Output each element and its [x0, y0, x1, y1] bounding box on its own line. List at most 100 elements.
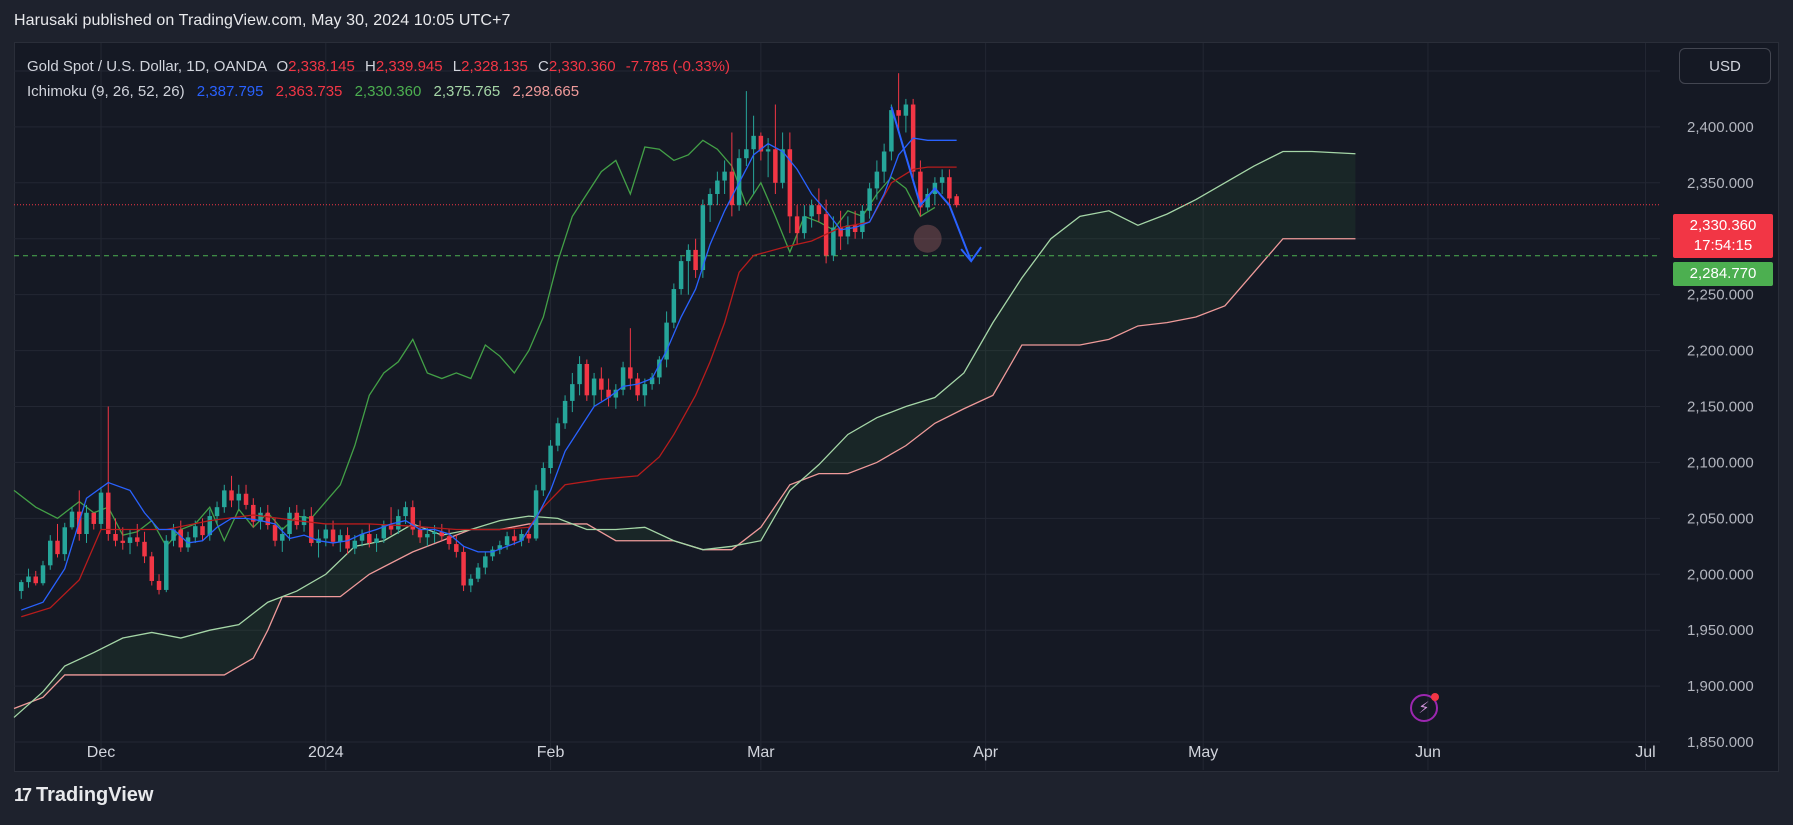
candle-up [40, 565, 46, 584]
publisher-line: Harusaki published on TradingView.com, M… [14, 12, 511, 29]
candle-up [258, 512, 263, 522]
candle-up [591, 378, 597, 396]
candle-up [874, 171, 880, 189]
x-axis-tick-label: 2024 [308, 744, 344, 761]
candle-up [715, 180, 720, 194]
candle-down [526, 534, 532, 539]
candle-up [548, 445, 553, 469]
legend-indicator[interactable]: Ichimoku (9, 26, 52, 26) [27, 83, 185, 100]
tradingview-brand-text: TradingView [36, 784, 154, 806]
candle-down [272, 525, 278, 541]
x-axis-tick-label: Dec [87, 744, 115, 761]
candle-up [69, 511, 75, 528]
currency-button[interactable]: USD [1679, 48, 1771, 84]
y-axis-tick-label: 2,350.000 [1687, 175, 1754, 192]
candle-up [533, 490, 539, 539]
candle-down [439, 531, 445, 537]
candle-down [367, 534, 372, 543]
candle-up [613, 389, 619, 398]
legend-open-value: 2,338.145 [288, 58, 355, 75]
legend-indicator-row: Ichimoku (9, 26, 52, 26) 2,387.795 2,363… [27, 79, 730, 104]
candle-up [352, 540, 358, 549]
candle-up [127, 537, 133, 543]
candle-up [700, 205, 706, 271]
chart-legend: Gold Spot / U.S. Dollar, 1D, OANDA O2,33… [27, 54, 730, 104]
candle-up [867, 188, 872, 211]
x-axis-tick-label: Jul [1635, 744, 1655, 761]
candle-up [925, 193, 930, 208]
candle-down [91, 512, 97, 524]
candle-up [620, 367, 626, 390]
candle-down [599, 378, 604, 390]
candle-up [751, 135, 756, 150]
candle-up [562, 400, 568, 424]
ichimoku-tenkan-line [21, 137, 957, 611]
candle-down [838, 227, 843, 237]
y-axis-tick-label: 2,200.000 [1687, 343, 1754, 360]
candle-down [309, 516, 314, 543]
candle-up [287, 512, 292, 535]
candle-up [671, 289, 677, 323]
candle-up [649, 377, 655, 385]
candle-down [229, 490, 234, 501]
candle-up [570, 384, 575, 401]
candle-up [831, 227, 836, 256]
candle-down [446, 536, 452, 545]
candle-down [635, 378, 640, 396]
candle-up [765, 149, 771, 152]
y-axis-tick-label: 1,850.000 [1687, 734, 1754, 751]
candle-up [860, 210, 865, 233]
candle-down [135, 537, 140, 542]
candle-down [454, 544, 459, 552]
tradingview-logo[interactable]: 17 TradingView [14, 784, 153, 807]
candle-down [106, 492, 111, 535]
candle-up [214, 507, 220, 517]
legend-symbol[interactable]: Gold Spot / U.S. Dollar, 1D, OANDA [27, 58, 267, 75]
candle-up [504, 536, 510, 546]
candle-down [954, 196, 959, 206]
candle-down [120, 540, 126, 543]
candle-down [142, 541, 147, 557]
candle-up [171, 529, 176, 541]
candle-down [149, 556, 155, 581]
candle-up [809, 205, 814, 217]
candle-up [678, 261, 684, 290]
y-axis-tick-label: 2,250.000 [1687, 287, 1754, 304]
legend-change: -7.785 (-0.33%) [625, 58, 730, 75]
candle-down [628, 367, 633, 379]
candle-down [265, 512, 271, 526]
candle-down [794, 216, 800, 234]
candle-up [338, 535, 343, 542]
lightning-icon[interactable]: ⚡ [1410, 693, 1439, 722]
legend-close-value: 2,330.360 [548, 58, 616, 75]
x-axis-tick-label: Mar [747, 744, 775, 761]
candle-up [881, 151, 887, 172]
candle-up [468, 578, 474, 586]
candle-up [483, 556, 488, 568]
legend-open-label: O [276, 58, 289, 75]
legend-low-label: L [452, 58, 462, 75]
candle-up [519, 534, 524, 541]
ichimoku-span-b-value: 2,298.665 [512, 83, 580, 100]
ichimoku-tenkan-value: 2,387.795 [196, 83, 264, 100]
candle-down [461, 551, 466, 586]
candle-down [606, 389, 611, 398]
candle-down [243, 493, 249, 505]
candle-up [686, 249, 691, 262]
candle-up [19, 582, 24, 592]
y-axis-tick-label: 1,900.000 [1687, 678, 1754, 695]
forecast-arrow-path [890, 106, 973, 262]
candle-up [403, 507, 408, 517]
candle-up [903, 104, 909, 116]
legend-close-label: C [538, 58, 549, 75]
candle-down [773, 149, 778, 183]
candle-up [802, 216, 807, 234]
forecast-arrow-head [960, 246, 982, 263]
candle-down [113, 534, 118, 541]
candle-down [758, 135, 764, 152]
candle-up [164, 540, 169, 590]
candle-down [330, 529, 336, 542]
candle-down [156, 580, 162, 590]
candle-up [280, 534, 285, 541]
